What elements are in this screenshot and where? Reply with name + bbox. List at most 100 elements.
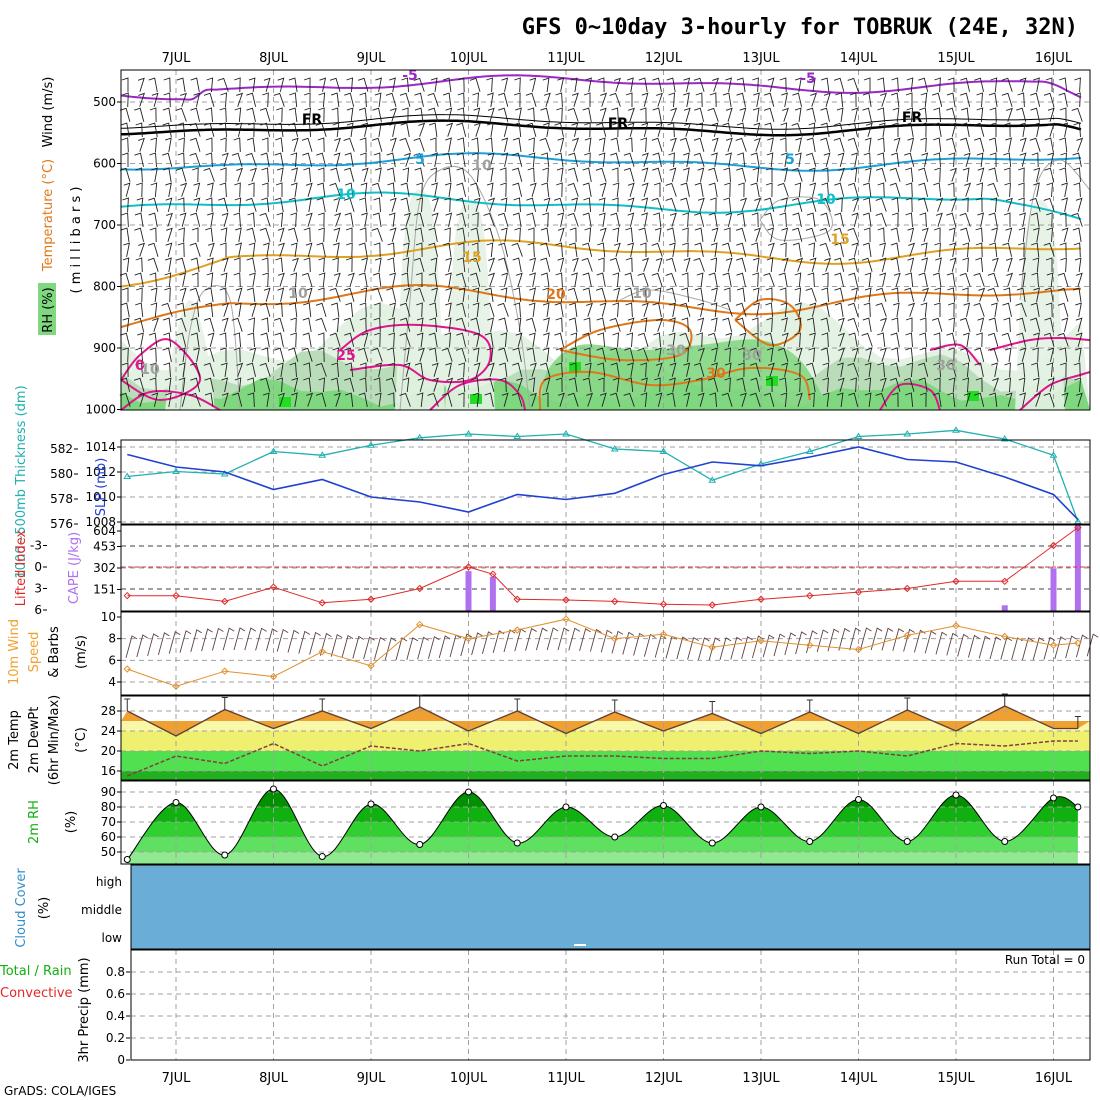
- lifted-index-marker: [903, 584, 911, 593]
- wind-barb: [583, 92, 591, 107]
- wind-barb: [851, 152, 858, 167]
- wind-barb: [401, 107, 409, 123]
- wind-barb: [413, 257, 425, 272]
- wind-barb: [737, 152, 746, 168]
- wind-barb: [305, 182, 313, 197]
- wind-barb: [780, 152, 788, 167]
- wind-barb: [260, 152, 270, 167]
- rh-marker: [367, 800, 375, 808]
- wind-barb: [470, 272, 481, 287]
- wind-barb: [665, 182, 677, 197]
- wind-barb: [247, 332, 255, 348]
- wind-barb: [399, 137, 411, 152]
- wind10m-barb: [589, 628, 602, 652]
- wind-barb: [359, 137, 367, 153]
- wind-barb: [1046, 362, 1054, 378]
- wind-barb: [838, 332, 845, 347]
- wind-barb: [456, 167, 466, 182]
- wind-barb: [1045, 302, 1053, 318]
- wind-speed-marker: [952, 621, 960, 630]
- wind-barb: [763, 107, 775, 122]
- wind-barb: [781, 257, 789, 272]
- isotherm-20: [120, 283, 1082, 328]
- wind-barb: [371, 287, 383, 302]
- rh-marker: [1050, 794, 1057, 802]
- wind-barb: [236, 167, 244, 182]
- wind-barb: [455, 317, 467, 332]
- date-label-top: 9JUL: [357, 51, 387, 66]
- wind-barb: [736, 377, 746, 392]
- wind-barb: [963, 152, 971, 167]
- precip-label-a: Total / Rain: [0, 964, 72, 979]
- wind-barb: [1002, 242, 1013, 257]
- wind10m-barb: [233, 627, 246, 651]
- wind-barb: [332, 317, 340, 333]
- wind-barb: [527, 107, 535, 123]
- wind-barb: [246, 92, 257, 107]
- rh-marker: [221, 851, 229, 859]
- lifted-index-marker: [489, 570, 497, 578]
- wind-barb: [221, 392, 229, 407]
- wind-barb: [764, 332, 774, 347]
- wind-barb: [805, 197, 817, 212]
- wind-barb: [820, 347, 830, 362]
- precip-label-c: 3hr Precip (mm): [77, 957, 92, 1062]
- wind-barb: [696, 272, 704, 287]
- wind-barb: [697, 302, 705, 317]
- wind-barb: [597, 332, 606, 348]
- wind10m-barb: [255, 627, 267, 651]
- wind-barb: [402, 377, 410, 393]
- dewpoint-line: [127, 740, 1078, 777]
- wind-barb: [361, 212, 368, 227]
- wind10m-barb: [946, 632, 959, 656]
- wind-barb: [316, 197, 326, 212]
- contour-label: 30: [666, 343, 686, 359]
- wind-barb: [750, 182, 760, 197]
- wind-barb: [179, 212, 187, 227]
- wind-barb: [543, 92, 551, 107]
- wind-barb: [176, 302, 186, 317]
- wind-barb: [180, 182, 188, 197]
- wind-barb: [247, 122, 255, 138]
- wind-barb: [120, 332, 131, 347]
- date-label-top: 10JUL: [450, 51, 488, 66]
- wind-barb: [991, 227, 998, 242]
- wind-barb: [246, 257, 256, 272]
- wind-barb: [960, 347, 971, 362]
- wind-speed-marker: [221, 667, 229, 675]
- wind-barb: [822, 362, 830, 378]
- wind-barb: [863, 227, 871, 243]
- wind-barb: [627, 197, 635, 212]
- wind-barb: [189, 242, 201, 257]
- wind-barb: [683, 362, 691, 377]
- wind-barb: [360, 287, 368, 303]
- wind-barb: [1058, 92, 1068, 107]
- wind-barb: [652, 107, 662, 122]
- wind-barb: [781, 92, 788, 107]
- wind-barb: [865, 347, 873, 362]
- wind-barb: [670, 137, 677, 152]
- wind-barb: [515, 272, 523, 287]
- wind-barb: [920, 242, 928, 257]
- wind-barb: [823, 152, 831, 167]
- cloud-level-low: low: [102, 931, 123, 945]
- wind-barb: [147, 242, 159, 257]
- cape-bar: [1074, 525, 1081, 611]
- lifted-index-marker: [513, 595, 521, 603]
- wind-speed-marker: [172, 682, 180, 691]
- wind-barb: [567, 107, 579, 122]
- wind-barb: [946, 212, 957, 227]
- wind-barb: [373, 317, 381, 333]
- wind-barb: [763, 272, 775, 287]
- wind-barb: [402, 257, 410, 273]
- wind-barb: [329, 287, 341, 302]
- wind-barb: [947, 287, 956, 303]
- wind-barb: [1061, 122, 1068, 137]
- wind-barb: [749, 347, 761, 362]
- wind-barb: [989, 152, 997, 168]
- wind10m-barb: [978, 635, 991, 659]
- wind-barb: [138, 92, 146, 107]
- wind-barb: [219, 347, 227, 362]
- wind-barb: [694, 107, 705, 122]
- wind-barb: [301, 272, 313, 287]
